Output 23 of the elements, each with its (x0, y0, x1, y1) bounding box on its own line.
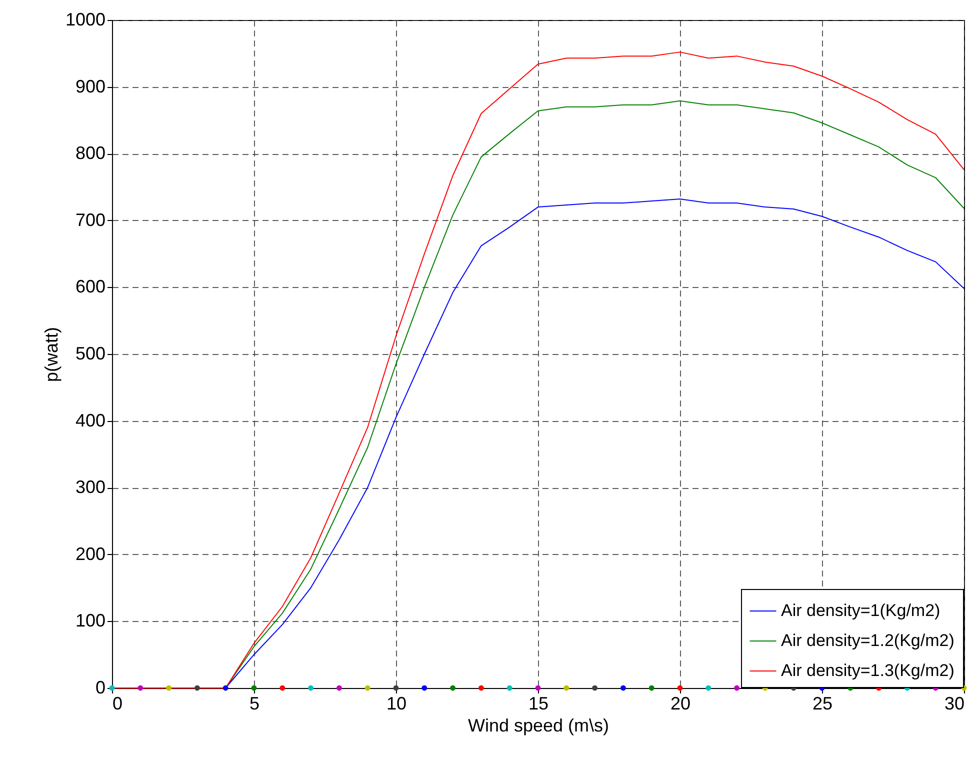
x-tick-label: 20 (670, 694, 691, 714)
y-tick-label: 400 (75, 410, 106, 430)
y-tick-label: 600 (75, 276, 106, 297)
y-axis-title: p(watt) (41, 326, 62, 382)
x-tick-label: 15 (528, 694, 549, 714)
y-tick-label: 500 (75, 344, 106, 364)
y-tick-label: 900 (75, 76, 106, 96)
y-tick-label: 200 (75, 544, 106, 564)
y-tick-label: 700 (75, 210, 106, 230)
y-tick-label: 100 (75, 610, 106, 631)
x-tick-label: 5 (249, 694, 260, 714)
y-tick-label: 1000 (65, 10, 106, 30)
x-tick-label: 10 (386, 694, 407, 714)
x-tick-label: 0 (112, 694, 123, 714)
legend-label: Air density=1.3(Kg/m2) (781, 661, 954, 680)
y-tick-label: 800 (75, 143, 106, 164)
legend-label: Air density=1.2(Kg/m2) (781, 631, 954, 650)
x-axis-title: Wind speed (m\s) (468, 716, 610, 736)
y-tick-label: 300 (75, 477, 106, 498)
x-tick-label: 30 (944, 694, 964, 714)
x-tick-label: 25 (812, 694, 833, 714)
y-tick-label: 0 (95, 678, 106, 698)
legend-label: Air density=1(Kg/m2) (781, 601, 940, 620)
